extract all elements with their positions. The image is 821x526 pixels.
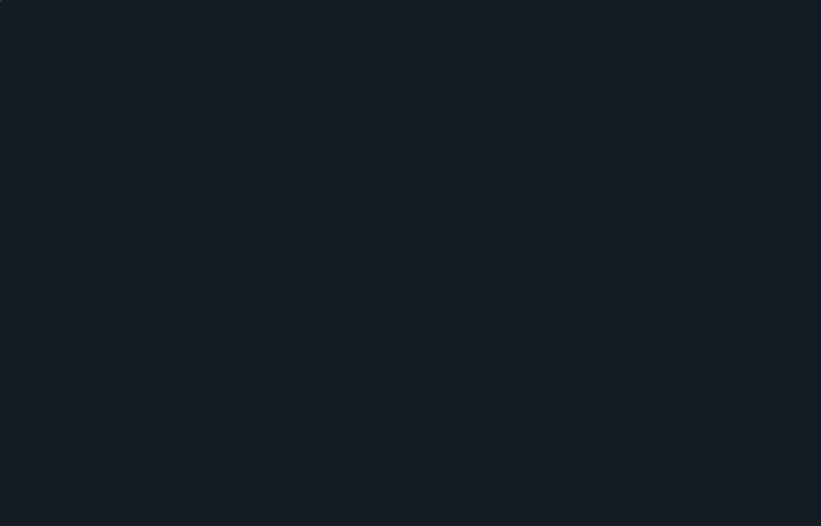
chart-tooltip xyxy=(0,0,2,2)
chart-area xyxy=(16,120,805,466)
chart-svg xyxy=(46,140,805,440)
plot-area[interactable] xyxy=(46,140,805,440)
